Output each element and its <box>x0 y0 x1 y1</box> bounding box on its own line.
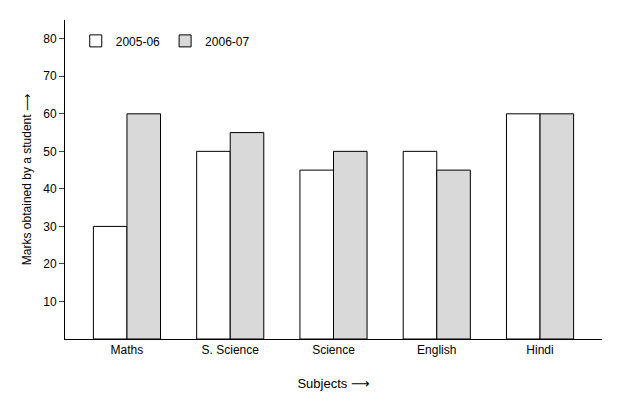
svg-text:20: 20 <box>43 257 57 271</box>
svg-text:Science: Science <box>312 343 355 357</box>
svg-text:50: 50 <box>43 145 57 159</box>
svg-text:Maths: Maths <box>111 343 144 357</box>
svg-text:Subjects ⟶: Subjects ⟶ <box>297 376 369 391</box>
svg-text:Hindi: Hindi <box>526 343 553 357</box>
svg-text:80: 80 <box>43 32 57 46</box>
svg-text:40: 40 <box>43 182 57 196</box>
svg-text:2006-07: 2006-07 <box>205 35 249 49</box>
svg-text:2005-06: 2005-06 <box>116 35 160 49</box>
svg-text:10: 10 <box>43 295 57 309</box>
svg-text:S. Science: S. Science <box>202 343 260 357</box>
svg-text:Marks obtained by a student ⟶: Marks obtained by a student ⟶ <box>20 94 34 265</box>
svg-text:70: 70 <box>43 69 57 83</box>
svg-text:English: English <box>417 343 456 357</box>
svg-text:60: 60 <box>43 107 57 121</box>
svg-text:30: 30 <box>43 220 57 234</box>
